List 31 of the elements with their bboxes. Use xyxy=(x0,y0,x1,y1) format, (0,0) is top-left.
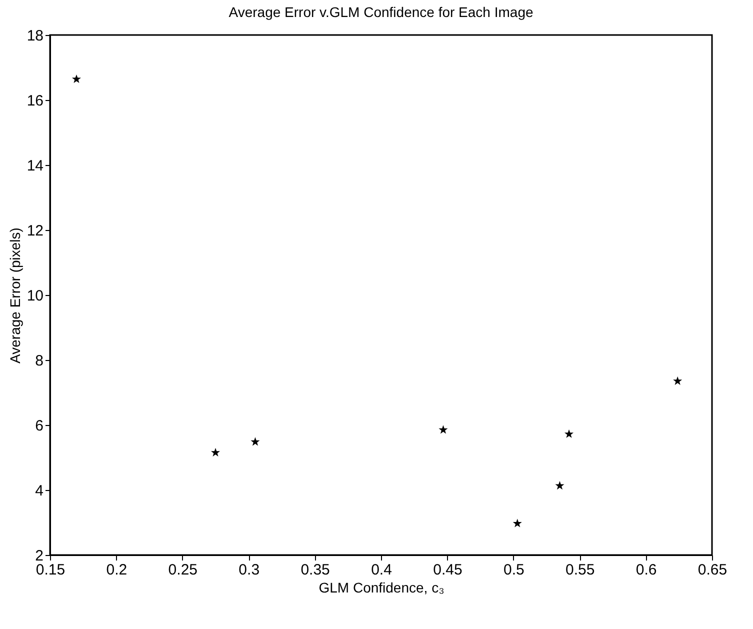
point xyxy=(555,481,564,490)
point xyxy=(210,448,220,456)
x-tick-label: 0.2 xyxy=(106,562,128,578)
x-tick-label: 0.25 xyxy=(168,562,198,578)
chart-title: Average Error v.GLM Confidence for Each Image xyxy=(228,4,534,20)
y-tick-label: 14 xyxy=(26,158,44,174)
y-tick-label: 12 xyxy=(26,222,44,240)
x-tick-label: 0.3 xyxy=(238,562,260,578)
y-tick-label: 16 xyxy=(26,92,44,110)
point xyxy=(673,376,682,385)
point xyxy=(72,74,81,84)
x-axis-title: GLM Confidence, c₃ xyxy=(318,580,444,596)
point xyxy=(250,437,260,446)
y-tick-label: 10 xyxy=(26,288,44,304)
y-tick-label: 8 xyxy=(35,352,44,370)
y-tick-label: 18 xyxy=(26,28,44,44)
point xyxy=(564,429,574,438)
x-tick-label: 0.15 xyxy=(36,562,66,578)
y-axis-title: Average Error (pixels) xyxy=(6,228,23,364)
x-tick-label: 0.4 xyxy=(371,562,392,578)
x-tick-label: 0.45 xyxy=(433,562,462,578)
x-tick-label: 0.6 xyxy=(636,562,657,578)
y-tick-label: 2 xyxy=(35,548,44,564)
x-tick-label: 0.55 xyxy=(566,562,595,578)
point xyxy=(438,425,448,434)
y-tick-label: 4 xyxy=(35,482,44,500)
point xyxy=(512,518,522,528)
y-tick-label: 6 xyxy=(35,418,44,434)
x-tick-label: 0.5 xyxy=(503,562,524,578)
x-tick-label: 0.65 xyxy=(698,562,728,578)
x-tick-label: 0.35 xyxy=(300,562,330,578)
